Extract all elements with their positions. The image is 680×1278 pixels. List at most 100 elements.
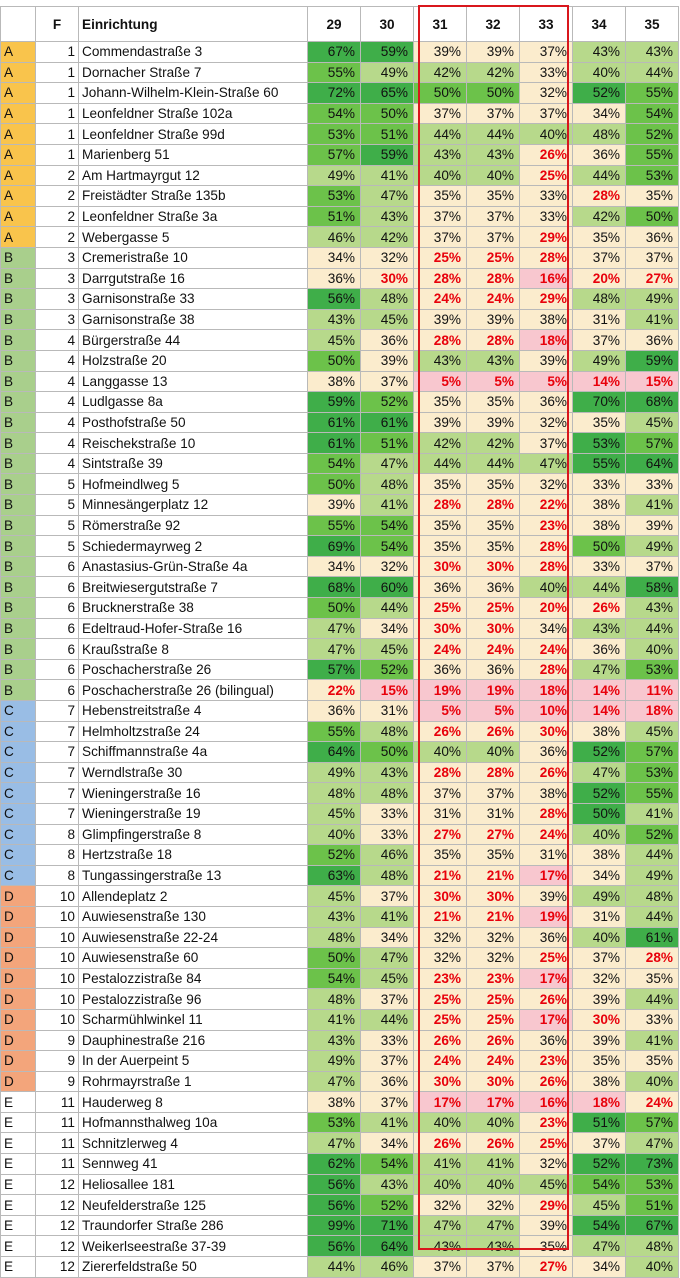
week-value-cell[interactable]: 24% [625,1091,679,1113]
floor-cell[interactable]: 10 [35,1008,79,1031]
week-value-cell[interactable]: 37% [413,1256,467,1278]
week-value-cell[interactable]: 39% [307,494,361,516]
header-week[interactable]: 34 [572,6,626,42]
week-value-cell[interactable]: 18% [519,679,573,701]
facility-name-cell[interactable]: Webergasse 5 [78,226,308,248]
week-value-cell[interactable]: 36% [519,926,573,949]
week-value-cell[interactable]: 52% [625,823,679,846]
week-value-cell[interactable]: 35% [466,514,520,537]
week-value-cell[interactable]: 57% [625,741,679,763]
group-cell[interactable]: D [0,1050,36,1072]
facility-name-cell[interactable]: Helmholtzstraße 24 [78,720,308,743]
week-value-cell[interactable]: 54% [360,1153,414,1175]
week-value-cell[interactable]: 11% [625,679,679,701]
floor-cell[interactable]: 2 [35,164,79,187]
week-value-cell[interactable]: 26% [519,1070,573,1093]
facility-name-cell[interactable]: Brucknerstraße 38 [78,597,308,619]
week-value-cell[interactable]: 50% [307,947,361,969]
week-value-cell[interactable]: 49% [307,1050,361,1072]
week-value-cell[interactable]: 10% [519,700,573,722]
week-value-cell[interactable]: 19% [413,679,467,701]
floor-cell[interactable]: 6 [35,555,79,578]
week-value-cell[interactable]: 55% [625,782,679,804]
group-cell[interactable]: D [0,1029,36,1052]
week-value-cell[interactable]: 43% [360,761,414,784]
week-value-cell[interactable]: 18% [519,329,573,351]
week-value-cell[interactable]: 35% [413,535,467,557]
facility-name-cell[interactable]: Anastasius-Grün-Straße 4a [78,555,308,578]
week-value-cell[interactable]: 54% [307,102,361,125]
week-value-cell[interactable]: 23% [519,1050,573,1072]
group-cell[interactable]: C [0,741,36,763]
week-value-cell[interactable]: 48% [360,864,414,887]
week-value-cell[interactable]: 27% [625,267,679,290]
week-value-cell[interactable]: 28% [413,494,467,516]
floor-cell[interactable]: 4 [35,370,79,393]
group-cell[interactable]: A [0,123,36,145]
week-value-cell[interactable]: 43% [625,41,679,63]
week-value-cell[interactable]: 51% [625,1194,679,1216]
week-value-cell[interactable]: 51% [360,123,414,145]
facility-name-cell[interactable]: Bürgerstraße 44 [78,329,308,351]
week-value-cell[interactable]: 70% [572,391,626,413]
week-value-cell[interactable]: 50% [307,473,361,496]
week-value-cell[interactable]: 38% [307,1091,361,1113]
week-value-cell[interactable]: 69% [307,535,361,557]
week-value-cell[interactable]: 40% [625,638,679,660]
week-value-cell[interactable]: 34% [360,617,414,640]
floor-cell[interactable]: 1 [35,82,79,104]
group-cell[interactable]: A [0,164,36,187]
week-value-cell[interactable]: 49% [360,61,414,84]
week-value-cell[interactable]: 35% [466,473,520,496]
week-value-cell[interactable]: 49% [625,288,679,310]
facility-name-cell[interactable]: Schiffmannstraße 4a [78,741,308,763]
floor-cell[interactable]: 8 [35,844,79,866]
week-value-cell[interactable]: 59% [360,41,414,63]
week-value-cell[interactable]: 38% [572,1070,626,1093]
week-value-cell[interactable]: 35% [519,1235,573,1258]
facility-name-cell[interactable]: Römerstraße 92 [78,514,308,537]
week-value-cell[interactable]: 44% [572,576,626,599]
week-value-cell[interactable]: 35% [413,514,467,537]
week-value-cell[interactable]: 47% [307,617,361,640]
week-value-cell[interactable]: 53% [625,1173,679,1196]
week-value-cell[interactable]: 41% [413,1153,467,1175]
week-value-cell[interactable]: 48% [360,473,414,496]
facility-name-cell[interactable]: Poschacherstraße 26 (bilingual) [78,679,308,701]
group-cell[interactable]: E [0,1235,36,1258]
floor-cell[interactable]: 5 [35,473,79,496]
week-value-cell[interactable]: 39% [413,308,467,331]
week-value-cell[interactable]: 34% [360,926,414,949]
floor-cell[interactable]: 3 [35,246,79,269]
week-value-cell[interactable]: 26% [466,720,520,743]
week-value-cell[interactable]: 45% [307,329,361,351]
week-value-cell[interactable]: 41% [625,802,679,825]
week-value-cell[interactable]: 63% [307,864,361,887]
week-value-cell[interactable]: 40% [625,1256,679,1278]
week-value-cell[interactable]: 52% [572,782,626,804]
week-value-cell[interactable]: 18% [572,1091,626,1113]
facility-name-cell[interactable]: Neufelderstraße 125 [78,1194,308,1216]
week-value-cell[interactable]: 31% [572,308,626,331]
group-cell[interactable]: B [0,494,36,516]
week-value-cell[interactable]: 24% [466,1050,520,1072]
facility-name-cell[interactable]: Cremeristraße 10 [78,246,308,269]
week-value-cell[interactable]: 39% [519,885,573,907]
week-value-cell[interactable]: 28% [466,494,520,516]
week-value-cell[interactable]: 34% [307,555,361,578]
week-value-cell[interactable]: 26% [519,988,573,1010]
facility-name-cell[interactable]: Reischekstraße 10 [78,432,308,454]
week-value-cell[interactable]: 30% [413,885,467,907]
group-cell[interactable]: B [0,679,36,701]
week-value-cell[interactable]: 21% [413,864,467,887]
facility-name-cell[interactable]: Pestalozzistraße 96 [78,988,308,1010]
week-value-cell[interactable]: 30% [360,267,414,290]
week-value-cell[interactable]: 50% [413,82,467,104]
floor-cell[interactable]: 10 [35,905,79,928]
week-value-cell[interactable]: 47% [307,638,361,660]
group-cell[interactable]: B [0,514,36,537]
week-value-cell[interactable]: 21% [413,905,467,928]
week-value-cell[interactable]: 37% [413,782,467,804]
week-value-cell[interactable]: 37% [519,41,573,63]
group-cell[interactable]: C [0,761,36,784]
